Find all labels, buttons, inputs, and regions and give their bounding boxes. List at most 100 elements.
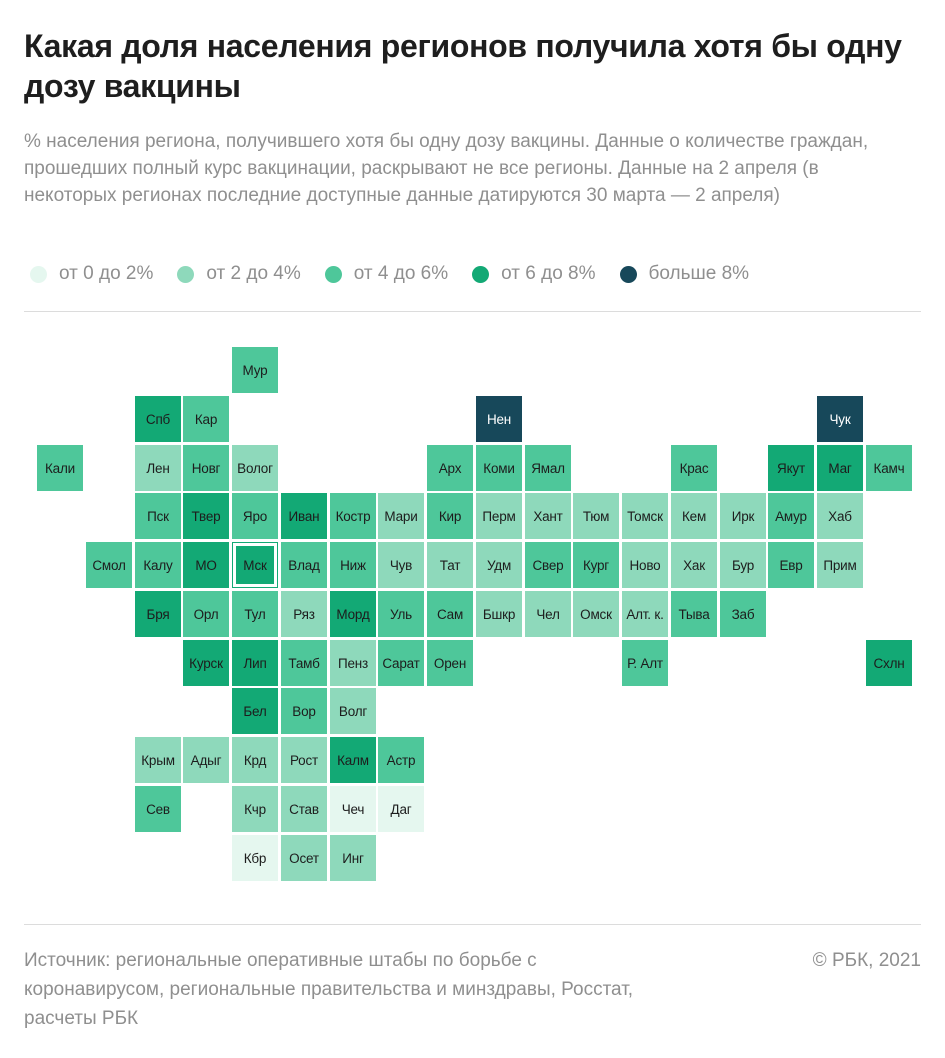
region-tile: Крым bbox=[135, 737, 181, 783]
region-tile: Ирк bbox=[720, 493, 766, 539]
region-tile: Чел bbox=[525, 591, 571, 637]
legend-label-2-4: от 2 до 4% bbox=[206, 263, 301, 284]
region-tile: Камч bbox=[866, 445, 912, 491]
region-tile: Ряз bbox=[281, 591, 327, 637]
region-tile: Р. Алт bbox=[622, 640, 668, 686]
region-tile: Кбр bbox=[232, 835, 278, 881]
region-tile: Заб bbox=[720, 591, 766, 637]
region-tile: Тюм bbox=[573, 493, 619, 539]
region-tile: Кем bbox=[671, 493, 717, 539]
legend-label-0-2: от 0 до 2% bbox=[59, 263, 154, 284]
region-tile: Сарат bbox=[378, 640, 424, 686]
region-tile: Кали bbox=[37, 445, 83, 491]
region-tile: Прим bbox=[817, 542, 863, 588]
region-tile: Ново bbox=[622, 542, 668, 588]
legend-item-2-4: от 2 до 4% bbox=[177, 263, 301, 285]
legend-label-over-8: больше 8% bbox=[648, 263, 750, 284]
legend-swatch-over-8 bbox=[619, 265, 637, 283]
region-tile: Ниж bbox=[330, 542, 376, 588]
region-tile: Кург bbox=[573, 542, 619, 588]
region-tile: Чеч bbox=[330, 786, 376, 832]
region-tile: Сев bbox=[135, 786, 181, 832]
region-tile: Инг bbox=[330, 835, 376, 881]
chart-title: Какая доля населения регионов получила х… bbox=[24, 28, 902, 104]
region-tile: Амур bbox=[768, 493, 814, 539]
region-tile: Омск bbox=[573, 591, 619, 637]
region-tile: Курск bbox=[183, 640, 229, 686]
region-tile: Якут bbox=[768, 445, 814, 491]
region-tile: Мур bbox=[232, 347, 278, 393]
region-tile: Мск bbox=[232, 542, 278, 588]
legend-item-0-2: от 0 до 2% bbox=[30, 263, 153, 285]
region-tile: Уль bbox=[378, 591, 424, 637]
region-tile: Бел bbox=[232, 688, 278, 734]
legend-swatch-0-2 bbox=[30, 265, 47, 283]
region-tile: Лип bbox=[232, 640, 278, 686]
legend-item-6-8: от 6 до 8% bbox=[472, 263, 596, 285]
region-tile: МО bbox=[183, 542, 229, 588]
region-tile: Влад bbox=[281, 542, 327, 588]
region-tile: Костр bbox=[330, 493, 376, 539]
source-note: Источник: региональные оперативные штабы… bbox=[24, 950, 634, 1029]
region-tile: Арх bbox=[427, 445, 473, 491]
region-tile: Хант bbox=[525, 493, 571, 539]
bottom-divider bbox=[24, 924, 921, 925]
region-tile: Удм bbox=[476, 542, 522, 588]
region-tile: Орен bbox=[427, 640, 473, 686]
region-tile: Маг bbox=[817, 445, 863, 491]
region-tile: Перм bbox=[476, 493, 522, 539]
legend-label-6-8: от 6 до 8% bbox=[501, 263, 596, 284]
region-tile: Чук bbox=[817, 396, 863, 442]
region-tile: Лен bbox=[135, 445, 181, 491]
legend: от 0 до 2% от 2 до 4% от 4 до 6% от 6 до… bbox=[30, 262, 773, 286]
legend-item-4-6: от 4 до 6% bbox=[324, 263, 449, 285]
region-tile: Адыг bbox=[183, 737, 229, 783]
region-tile: Астр bbox=[378, 737, 424, 783]
region-tile: Пск bbox=[135, 493, 181, 539]
region-tile: Став bbox=[281, 786, 327, 832]
region-tile: Яро bbox=[232, 493, 278, 539]
region-tile: Бур bbox=[720, 542, 766, 588]
region-tile: Тул bbox=[232, 591, 278, 637]
region-tile: Твер bbox=[183, 493, 229, 539]
region-tile: Нен bbox=[476, 396, 522, 442]
chart-subtitle: % населения региона, получившего хотя бы… bbox=[24, 131, 869, 206]
region-tile: Тыва bbox=[671, 591, 717, 637]
region-tile: Томск bbox=[622, 493, 668, 539]
region-tile: Волг bbox=[330, 688, 376, 734]
region-tile: Кир bbox=[427, 493, 473, 539]
legend-swatch-4-6 bbox=[324, 265, 342, 283]
region-tile: Калм bbox=[330, 737, 376, 783]
region-tile: Чув bbox=[378, 542, 424, 588]
copyright: © РБК, 2021 bbox=[812, 950, 921, 971]
region-tile: Новг bbox=[183, 445, 229, 491]
region-tile: Орл bbox=[183, 591, 229, 637]
region-tile: Кчр bbox=[232, 786, 278, 832]
legend-item-over-8: больше 8% bbox=[619, 263, 750, 285]
region-tile: Спб bbox=[135, 396, 181, 442]
region-tile: Коми bbox=[476, 445, 522, 491]
top-divider bbox=[24, 311, 921, 312]
region-tile: Схлн bbox=[866, 640, 912, 686]
region-tile: Хак bbox=[671, 542, 717, 588]
region-tile: Крас bbox=[671, 445, 717, 491]
region-tile: Бшкр bbox=[476, 591, 522, 637]
region-tile: Рост bbox=[281, 737, 327, 783]
region-tile: Вор bbox=[281, 688, 327, 734]
region-tile: Морд bbox=[330, 591, 376, 637]
region-tile: Калу bbox=[135, 542, 181, 588]
region-tile: Осет bbox=[281, 835, 327, 881]
region-tile: Евр bbox=[768, 542, 814, 588]
region-tile: Мари bbox=[378, 493, 424, 539]
region-tile: Даг bbox=[378, 786, 424, 832]
region-tile: Смол bbox=[86, 542, 132, 588]
region-tile: Тат bbox=[427, 542, 473, 588]
region-tile: Тамб bbox=[281, 640, 327, 686]
region-tile: Пенз bbox=[330, 640, 376, 686]
region-tile: Кар bbox=[183, 396, 229, 442]
region-tile: Бря bbox=[135, 591, 181, 637]
legend-swatch-6-8 bbox=[472, 265, 490, 283]
legend-label-4-6: от 4 до 6% bbox=[353, 263, 449, 284]
legend-swatch-2-4 bbox=[177, 265, 195, 283]
